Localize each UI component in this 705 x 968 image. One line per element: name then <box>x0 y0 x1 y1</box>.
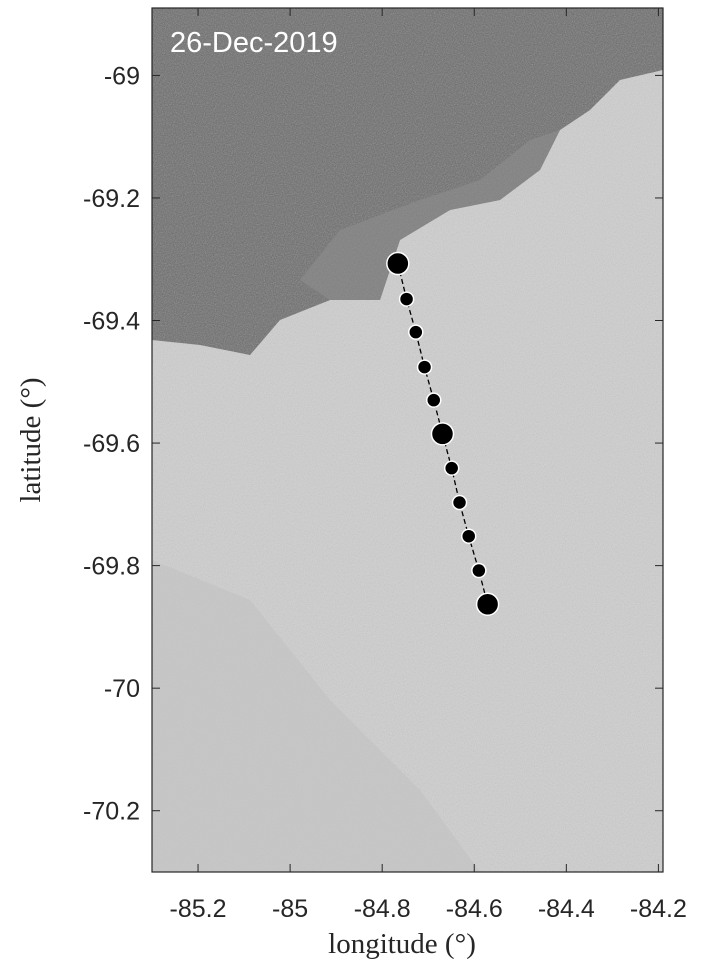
x-tick-label: -84.2 <box>630 895 687 923</box>
track-point <box>416 359 433 375</box>
track-point <box>460 528 477 544</box>
y-tick-label: -69 <box>104 62 140 90</box>
date-annotation: 26-Dec-2019 <box>170 27 338 59</box>
plot-frame <box>151 7 664 873</box>
x-tick-label: -84.4 <box>538 895 595 923</box>
x-tick-label: -85 <box>272 895 308 923</box>
x-tick-label: -84.8 <box>354 895 411 923</box>
y-tick-label: -69.2 <box>83 185 140 213</box>
x-axis-label: longitude (°) <box>328 928 476 960</box>
x-tick-label: -84.6 <box>446 895 503 923</box>
track-point <box>398 291 415 307</box>
y-tick-label: -70.2 <box>83 798 140 826</box>
track-point <box>475 592 500 616</box>
sar-image <box>152 8 663 872</box>
y-tick-label: -69.8 <box>83 553 140 581</box>
track-point <box>443 460 460 476</box>
track-point <box>386 251 410 276</box>
y-tick-label: -69.6 <box>83 430 140 458</box>
track-point <box>425 392 442 408</box>
track-point <box>430 422 455 446</box>
y-tick-label: -69.4 <box>83 308 140 336</box>
track-point <box>451 494 468 511</box>
track-point <box>471 562 487 579</box>
x-tick-label: -85.2 <box>170 895 227 923</box>
y-tick-label: -70 <box>104 675 140 703</box>
y-axis-label: latitude (°) <box>15 377 47 502</box>
track-point <box>408 324 424 340</box>
